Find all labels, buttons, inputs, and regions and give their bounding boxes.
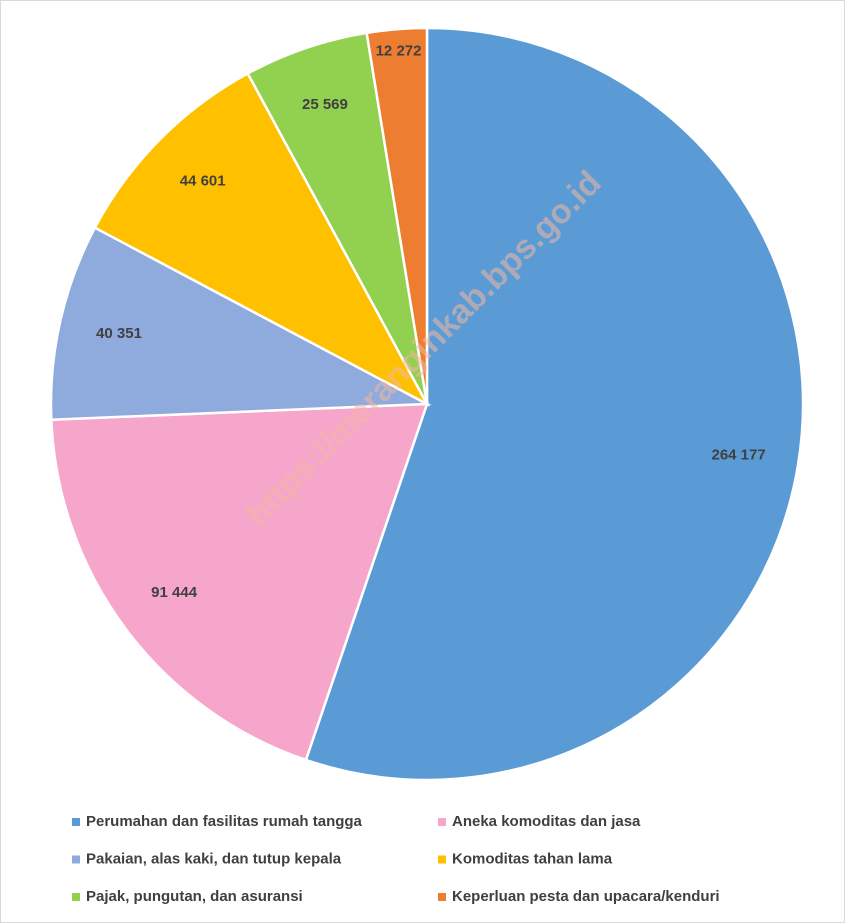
pie-slice (93, 71, 431, 408)
pie-slice (365, 26, 429, 405)
pie (49, 26, 805, 782)
data-labels: 264 177 91 444 40 351 44 601 25 569 12 272 (96, 43, 766, 602)
legend-swatch (72, 818, 80, 826)
legend-swatch (438, 818, 446, 826)
legend-label: Aneka komoditas dan jasa (452, 813, 641, 830)
legend-label: Pajak, pungutan, dan asuransi (86, 888, 303, 905)
data-label: 264 177 (711, 447, 765, 464)
legend-label: Perumahan dan fasilitas rumah tangga (86, 813, 363, 830)
data-label: 91 444 (151, 584, 198, 601)
legend-swatch (72, 893, 80, 901)
pie-slice (304, 26, 805, 782)
data-label: 44 601 (180, 173, 226, 190)
pie-slice (49, 225, 432, 422)
pie-slice (50, 402, 429, 762)
legend-swatch (438, 893, 446, 901)
legend-label: Komoditas tahan lama (452, 850, 613, 867)
legend-swatch (72, 855, 80, 864)
data-label: 25 569 (302, 96, 348, 113)
data-label: 12 272 (376, 43, 422, 60)
legend-label: Pakaian, alas kaki, dan tutup kepala (86, 850, 342, 867)
legend: Perumahan dan fasilitas rumah tangga Anek… (72, 813, 720, 905)
legend-label: Keperluan pesta dan upacara/kenduri (452, 888, 720, 905)
data-label: 40 351 (96, 325, 142, 342)
legend-swatch (438, 855, 446, 864)
